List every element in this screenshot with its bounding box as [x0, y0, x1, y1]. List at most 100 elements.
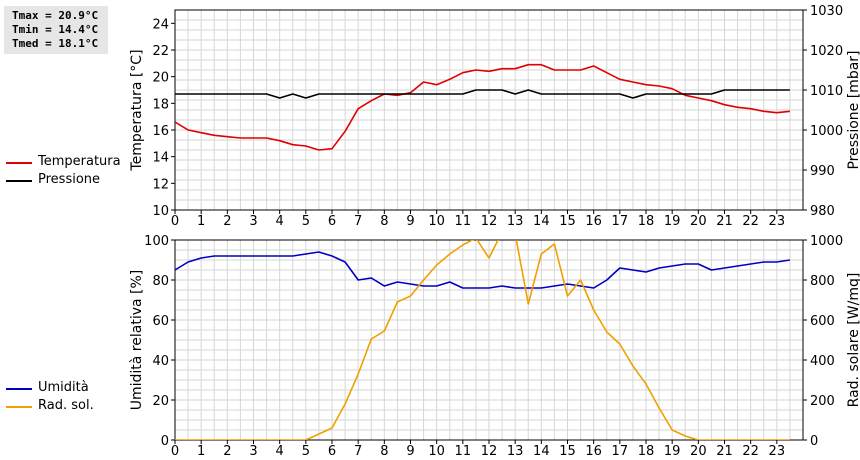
bottom-y2-tick-label: 600 [810, 314, 835, 329]
top-y2-tick-label: 1000 [810, 124, 843, 139]
top-x-tick-label: 5 [302, 214, 310, 229]
bottom-x-tick-label: 22 [742, 444, 759, 459]
bottom-y2-axis-title: Rad. solare [W/mq] [846, 273, 860, 408]
legend-label: Rad. sol. [38, 398, 94, 413]
top-y2-tick-label: 980 [810, 204, 835, 219]
top-y-tick-label: 18 [152, 97, 169, 112]
top-x-tick-label: 20 [690, 214, 707, 229]
bottom-x-tick-label: 23 [769, 444, 786, 459]
top-x-tick-label: 7 [354, 214, 362, 229]
legend-item-pressione: Pressione [6, 171, 121, 189]
bottom-x-tick-label: 19 [664, 444, 681, 459]
stats-box: Tmax = 20.9°C Tmin = 14.4°C Tmed = 18.1°… [4, 6, 108, 54]
top-y-tick-label: 20 [152, 71, 169, 86]
bottom-x-tick-label: 13 [507, 444, 524, 459]
bottom-y2-tick-label: 1000 [810, 234, 843, 249]
legend-label: Umidità [38, 380, 89, 395]
top-x-tick-label: 17 [612, 214, 629, 229]
bottom-x-tick-label: 7 [354, 444, 362, 459]
legend-top: Temperatura Pressione [6, 153, 121, 189]
bottom-x-tick-label: 8 [380, 444, 388, 459]
series-temperatura-line [175, 63, 790, 151]
top-y-tick-label: 10 [152, 204, 169, 219]
bottom-y2-tick-label: 200 [810, 394, 835, 409]
bottom-x-tick-label: 9 [406, 444, 414, 459]
top-x-tick-label: 10 [428, 214, 445, 229]
bottom-x-tick-label: 10 [428, 444, 445, 459]
top-y-tick-label: 22 [152, 44, 169, 59]
legend-item-rad-sol: Rad. sol. [6, 397, 94, 415]
legend-swatch-rad-sol [6, 406, 32, 408]
bottom-x-tick-label: 16 [585, 444, 602, 459]
bottom-x-tick-label: 3 [249, 444, 257, 459]
legend-bottom: Umidità Rad. sol. [6, 379, 94, 415]
bottom-y2-tick-label: 800 [810, 274, 835, 289]
bottom-x-tick-label: 4 [276, 444, 284, 459]
bottom-y-tick-label: 40 [152, 354, 169, 369]
bottom-x-tick-label: 11 [455, 444, 472, 459]
bottom-x-tick-label: 14 [533, 444, 550, 459]
top-x-tick-label: 22 [742, 214, 759, 229]
top-x-tick-label: 6 [328, 214, 336, 229]
top-y-tick-label: 24 [152, 17, 169, 32]
top-x-tick-label: 1 [197, 214, 205, 229]
legend-label: Temperatura [38, 154, 121, 169]
series-umidit-line [175, 251, 791, 289]
tmin-text: Tmin = 14.4°C [12, 23, 99, 36]
bottom-y-tick-label: 60 [152, 314, 169, 329]
bottom-x-tick-label: 21 [716, 444, 733, 459]
bottom-y-axis-title: Umidità relativa [%] [129, 270, 145, 411]
bottom-y2-tick-label: 0 [810, 434, 818, 449]
bottom-x-tick-label: 6 [328, 444, 336, 459]
top-x-tick-label: 21 [716, 214, 733, 229]
top-x-tick-label: 8 [380, 214, 388, 229]
bottom-x-tick-label: 0 [171, 444, 179, 459]
top-x-tick-label: 11 [455, 214, 472, 229]
top-x-tick-label: 19 [664, 214, 681, 229]
series-pressione-line [175, 89, 790, 99]
top-y2-axis-title: Pressione [mbar] [846, 50, 860, 169]
top-y2-tick-label: 990 [810, 164, 835, 179]
top-x-tick-label: 3 [249, 214, 257, 229]
bottom-y2-tick-label: 400 [810, 354, 835, 369]
bottom-y-tick-label: 80 [152, 274, 169, 289]
top-x-tick-label: 12 [481, 214, 498, 229]
top-y-tick-label: 16 [152, 124, 169, 139]
series-rad-sol-line [175, 240, 790, 440]
top-x-tick-label: 4 [276, 214, 284, 229]
legend-item-temperatura: Temperatura [6, 153, 121, 171]
bottom-y-tick-label: 20 [152, 394, 169, 409]
top-x-tick-label: 2 [223, 214, 231, 229]
bottom-x-tick-label: 20 [690, 444, 707, 459]
top-y-axis-title: Temperatura [°C] [129, 49, 145, 171]
top-x-tick-label: 0 [171, 214, 179, 229]
top-x-tick-label: 14 [533, 214, 550, 229]
top-x-tick-label: 9 [406, 214, 414, 229]
top-y-tick-label: 12 [152, 177, 169, 192]
top-x-tick-label: 23 [769, 214, 786, 229]
legend-swatch-umidita [6, 388, 32, 390]
top-x-tick-label: 15 [559, 214, 576, 229]
tmed-text: Tmed = 18.1°C [12, 37, 99, 50]
tmax-text: Tmax = 20.9°C [12, 9, 99, 22]
top-x-tick-label: 13 [507, 214, 524, 229]
top-y2-tick-label: 1010 [810, 84, 843, 99]
legend-item-umidita: Umidità [6, 379, 94, 397]
bottom-x-tick-label: 2 [223, 444, 231, 459]
bottom-x-tick-label: 12 [481, 444, 498, 459]
legend-swatch-pressione [6, 180, 32, 182]
top-x-tick-label: 18 [638, 214, 655, 229]
legend-label: Pressione [38, 172, 101, 187]
bottom-y-tick-label: 0 [161, 434, 169, 449]
top-y-tick-label: 14 [152, 151, 169, 166]
legend-swatch-temperatura [6, 162, 32, 164]
top-y2-tick-label: 1020 [810, 44, 843, 59]
bottom-x-tick-label: 17 [612, 444, 629, 459]
bottom-x-tick-label: 15 [559, 444, 576, 459]
top-x-tick-label: 16 [585, 214, 602, 229]
bottom-x-tick-label: 5 [302, 444, 310, 459]
bottom-x-tick-label: 18 [638, 444, 655, 459]
bottom-y-tick-label: 100 [144, 234, 169, 249]
top-y2-tick-label: 1030 [810, 4, 843, 19]
